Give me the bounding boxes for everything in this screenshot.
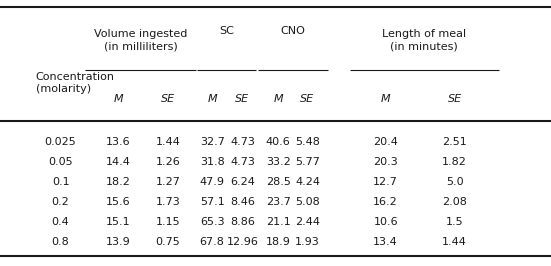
Text: SE: SE — [300, 94, 315, 104]
Text: 21.1: 21.1 — [266, 217, 290, 227]
Text: 8.46: 8.46 — [230, 197, 255, 207]
Text: Volume ingested
(in milliliters): Volume ingested (in milliliters) — [94, 29, 187, 51]
Text: SE: SE — [235, 94, 250, 104]
Text: 0.8: 0.8 — [52, 237, 69, 247]
Text: 1.82: 1.82 — [442, 157, 467, 167]
Text: 1.5: 1.5 — [446, 217, 463, 227]
Text: 5.48: 5.48 — [295, 137, 320, 147]
Text: 33.2: 33.2 — [266, 157, 290, 167]
Text: 0.05: 0.05 — [48, 157, 73, 167]
Text: 1.15: 1.15 — [156, 217, 180, 227]
Text: 15.6: 15.6 — [106, 197, 131, 207]
Text: 16.2: 16.2 — [374, 197, 398, 207]
Text: 2.08: 2.08 — [442, 197, 467, 207]
Text: 8.86: 8.86 — [230, 217, 255, 227]
Text: 13.6: 13.6 — [106, 137, 131, 147]
Text: 1.93: 1.93 — [295, 237, 320, 247]
Text: 1.44: 1.44 — [442, 237, 467, 247]
Text: 28.5: 28.5 — [266, 177, 291, 187]
Text: SC: SC — [220, 26, 234, 36]
Text: 0.4: 0.4 — [52, 217, 69, 227]
Text: 4.24: 4.24 — [295, 177, 320, 187]
Text: 0.025: 0.025 — [45, 137, 77, 147]
Text: 1.73: 1.73 — [156, 197, 180, 207]
Text: 32.7: 32.7 — [199, 137, 225, 147]
Text: 57.1: 57.1 — [200, 197, 224, 207]
Text: 12.7: 12.7 — [373, 177, 398, 187]
Text: 12.96: 12.96 — [226, 237, 258, 247]
Text: 14.4: 14.4 — [106, 157, 131, 167]
Text: Concentration
(molarity): Concentration (molarity) — [36, 72, 115, 94]
Text: 40.6: 40.6 — [266, 137, 290, 147]
Text: M: M — [114, 94, 123, 104]
Text: 15.1: 15.1 — [106, 217, 131, 227]
Text: 67.8: 67.8 — [199, 237, 225, 247]
Text: 65.3: 65.3 — [200, 217, 224, 227]
Text: 13.9: 13.9 — [106, 237, 131, 247]
Text: 1.44: 1.44 — [155, 137, 181, 147]
Text: 5.08: 5.08 — [295, 197, 320, 207]
Text: 5.77: 5.77 — [295, 157, 320, 167]
Text: 1.26: 1.26 — [156, 157, 180, 167]
Text: 0.1: 0.1 — [52, 177, 69, 187]
Text: 47.9: 47.9 — [199, 177, 225, 187]
Text: 5.0: 5.0 — [446, 177, 463, 187]
Text: 20.3: 20.3 — [374, 157, 398, 167]
Text: 1.27: 1.27 — [155, 177, 181, 187]
Text: 10.6: 10.6 — [374, 217, 398, 227]
Text: 0.2: 0.2 — [52, 197, 69, 207]
Text: SE: SE — [447, 94, 462, 104]
Text: 0.75: 0.75 — [156, 237, 180, 247]
Text: 31.8: 31.8 — [200, 157, 224, 167]
Text: 6.24: 6.24 — [230, 177, 255, 187]
Text: Length of meal
(in minutes): Length of meal (in minutes) — [382, 29, 466, 51]
Text: 2.44: 2.44 — [295, 217, 320, 227]
Text: 23.7: 23.7 — [266, 197, 291, 207]
Text: 4.73: 4.73 — [230, 137, 255, 147]
Text: M: M — [273, 94, 283, 104]
Text: 13.4: 13.4 — [374, 237, 398, 247]
Text: 18.9: 18.9 — [266, 237, 291, 247]
Text: 4.73: 4.73 — [230, 157, 255, 167]
Text: M: M — [381, 94, 391, 104]
Text: M: M — [207, 94, 217, 104]
Text: 2.51: 2.51 — [442, 137, 467, 147]
Text: CNO: CNO — [280, 26, 306, 36]
Text: 20.4: 20.4 — [373, 137, 398, 147]
Text: SE: SE — [161, 94, 175, 104]
Text: 18.2: 18.2 — [106, 177, 131, 187]
